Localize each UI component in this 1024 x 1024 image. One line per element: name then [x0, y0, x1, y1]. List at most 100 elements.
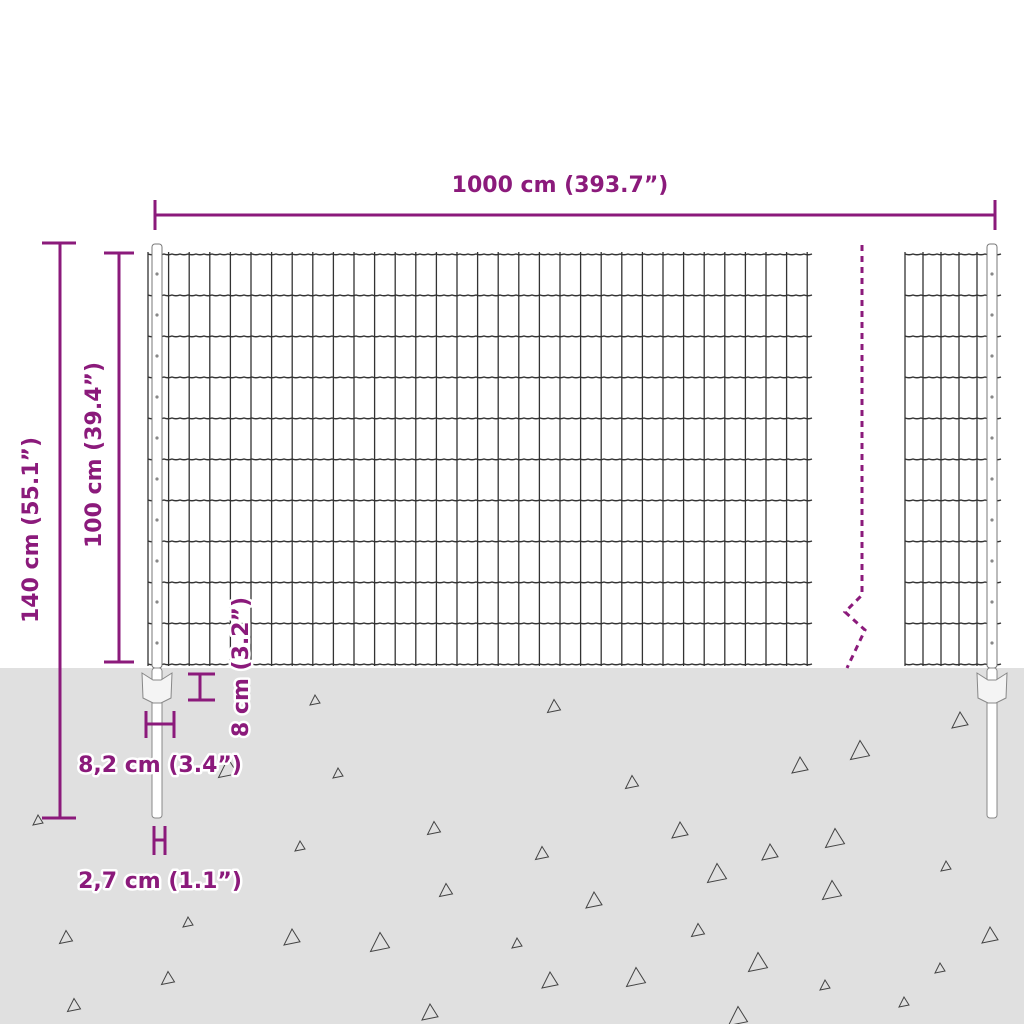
horizontal-wire [147, 335, 813, 338]
stone [671, 820, 689, 839]
fence-posts [141, 243, 1008, 819]
stone [821, 879, 843, 901]
fence-height-dimension-line [104, 251, 134, 664]
ground-stones [32, 693, 999, 1024]
post-hole [155, 518, 159, 522]
post-hole [155, 272, 159, 276]
horizontal-wire [904, 253, 1002, 256]
stone [951, 710, 969, 729]
stone [849, 739, 871, 761]
horizontal-wire [904, 581, 1002, 584]
stone [625, 966, 647, 988]
continuation-break-line [842, 245, 867, 669]
stone [58, 929, 74, 945]
stone [160, 970, 176, 986]
post-hole [990, 354, 994, 358]
fence-height-label: 100 cm (39.4”) [82, 362, 107, 548]
horizontal-wire [904, 499, 1002, 502]
post-hole [990, 395, 994, 399]
post-hole [990, 313, 994, 317]
stone [934, 961, 946, 974]
stone [706, 862, 728, 884]
stone [624, 774, 640, 790]
stone [438, 882, 454, 898]
stone [898, 995, 910, 1008]
stone [791, 755, 809, 774]
stone [332, 766, 344, 779]
horizontal-wire [904, 335, 1002, 338]
post-diameter-dimension-line [152, 826, 167, 855]
post-diameter-label: 2,7 cm (1.1”) [78, 869, 242, 894]
post-hole [990, 641, 994, 645]
stone [534, 845, 550, 861]
post-hole [990, 436, 994, 440]
ground [0, 668, 1024, 1024]
horizontal-wire [147, 376, 813, 379]
base-width-label: 8,2 cm (3.4”) [78, 753, 242, 778]
stone [182, 915, 194, 928]
fence-post [986, 243, 998, 669]
stone [585, 890, 603, 909]
stone [294, 839, 306, 852]
stone [32, 813, 44, 826]
post-hole [155, 313, 159, 317]
horizontal-wire [147, 417, 813, 420]
horizontal-wire [904, 540, 1002, 543]
base-height-label: 8 cm (3.2”) [229, 597, 254, 737]
post-hole [155, 641, 159, 645]
post-hole [155, 477, 159, 481]
horizontal-wire [147, 458, 813, 461]
post-hole [990, 477, 994, 481]
horizontal-wire [904, 663, 1002, 666]
dimension-lines [42, 200, 997, 855]
fence-post [151, 243, 163, 669]
horizontal-wire [904, 458, 1002, 461]
horizontal-wire [147, 622, 813, 625]
post-hole [155, 395, 159, 399]
post-hole [155, 600, 159, 604]
post-hole [990, 518, 994, 522]
post-spike [151, 667, 163, 819]
post-hole [155, 354, 159, 358]
stone [283, 927, 301, 946]
post-hole [990, 272, 994, 276]
stone [981, 925, 999, 944]
stone [747, 951, 769, 973]
post-hole [990, 600, 994, 604]
stone [421, 1002, 439, 1021]
horizontal-wire [147, 253, 813, 256]
post-spike [986, 667, 998, 819]
post-hole [155, 436, 159, 440]
stone [309, 693, 321, 706]
horizontal-wire [147, 663, 813, 666]
horizontal-wire [147, 581, 813, 584]
stone [66, 997, 82, 1013]
post-hole [990, 559, 994, 563]
stone [761, 842, 779, 861]
length-dimension-line [153, 200, 997, 230]
fence-mesh [147, 252, 1002, 666]
stone [824, 827, 846, 849]
post-base-plate [141, 672, 173, 704]
horizontal-wire [904, 622, 1002, 625]
stone [426, 820, 442, 836]
stone [940, 859, 952, 872]
stone [546, 698, 562, 714]
horizontal-wire [904, 417, 1002, 420]
base-height-dimension-line [188, 672, 215, 702]
stone [819, 978, 831, 991]
base-width-dimension-line [144, 711, 176, 738]
post-hole [155, 559, 159, 563]
post-base-plate [976, 672, 1008, 704]
total-height-label: 140 cm (55.1”) [19, 437, 44, 623]
horizontal-wire [904, 294, 1002, 297]
stone [511, 936, 523, 949]
length-label: 1000 cm (393.7”) [452, 173, 669, 198]
horizontal-wire [147, 540, 813, 543]
horizontal-wire [147, 499, 813, 502]
horizontal-wire [904, 376, 1002, 379]
stone [369, 931, 391, 953]
stone [217, 757, 239, 779]
